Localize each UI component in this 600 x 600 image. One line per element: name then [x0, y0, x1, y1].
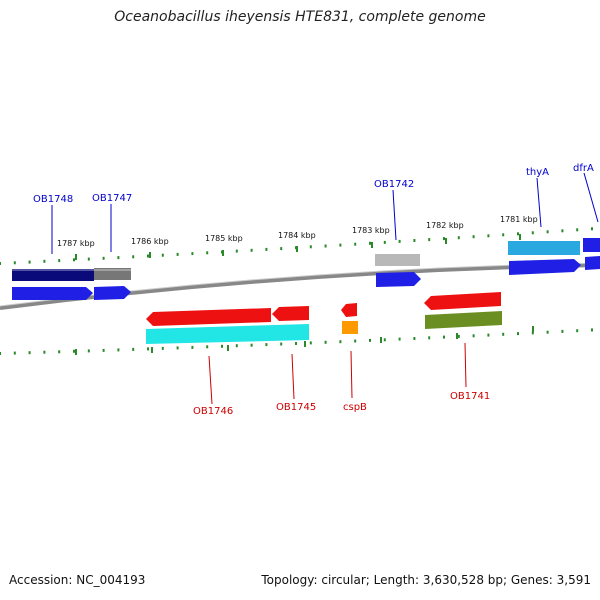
gene-label-cspB[interactable]: cspB [343, 402, 367, 413]
kbp-major-ticks [75, 234, 534, 355]
gene-OB1741-inner[interactable] [425, 311, 502, 329]
gene-label-OB1745[interactable]: OB1745 [276, 402, 316, 413]
gene-OB1742-outer[interactable] [375, 254, 420, 266]
gene-OB1747-outer[interactable] [94, 268, 131, 280]
accession-text: Accession: NC_004193 [9, 573, 146, 587]
gene-label-thyA[interactable]: thyA [526, 167, 549, 178]
gene-OB1746-inner[interactable] [146, 324, 309, 344]
outer-tick-track [0, 227, 593, 265]
gene-OB1745-arrow[interactable] [272, 306, 309, 321]
inner-tick-track [0, 328, 593, 355]
label-leaders [51, 172, 599, 405]
kbp-label: 1787 kbp [57, 239, 95, 248]
gene-thyA-outer[interactable] [508, 241, 580, 255]
kbp-axis-labels: 1787 kbp 1786 kbp 1785 kbp 1784 kbp 1783… [57, 215, 538, 248]
gene-cspB-inner[interactable] [342, 321, 358, 334]
genome-stats-text: Topology: circular; Length: 3,630,528 bp… [261, 573, 591, 587]
gene-OB1748-outer[interactable] [12, 269, 94, 281]
reverse-strand-genes [146, 292, 501, 326]
bottom-gene-labels: OB1746 OB1745 cspB OB1741 [193, 391, 490, 417]
gene-OB1748-arrow[interactable] [12, 287, 93, 300]
gene-label-OB1746[interactable]: OB1746 [193, 406, 233, 417]
gene-OB1742-arrow[interactable] [376, 272, 421, 287]
gene-OB1741-arrow[interactable] [424, 292, 501, 310]
kbp-label: 1785 kbp [205, 234, 243, 243]
gene-cspB-arrow[interactable] [341, 303, 357, 317]
gene-dfrA-arrow[interactable] [585, 256, 600, 270]
kbp-label: 1781 kbp [500, 215, 538, 224]
kbp-label: 1784 kbp [278, 231, 316, 240]
forward-strand-genes [12, 256, 600, 300]
gene-label-OB1741[interactable]: OB1741 [450, 391, 490, 402]
gene-thyA-arrow[interactable] [509, 259, 581, 275]
gene-OB1746-arrow[interactable] [146, 308, 271, 326]
top-gene-labels: OB1748 OB1747 OB1742 thyA dfrA [33, 163, 594, 205]
gene-label-OB1748[interactable]: OB1748 [33, 194, 73, 205]
kbp-label: 1783 kbp [352, 226, 390, 235]
inner-strand-genes [146, 311, 502, 344]
gene-label-OB1747[interactable]: OB1747 [92, 193, 132, 204]
gene-OB1747-arrow[interactable] [94, 286, 131, 300]
kbp-label: 1782 kbp [426, 221, 464, 230]
gene-label-dfrA[interactable]: dfrA [573, 163, 594, 174]
map-title: Oceanobacillus iheyensis HTE831, complet… [114, 9, 486, 25]
gene-dfrA-outer[interactable] [583, 238, 600, 252]
kbp-label: 1786 kbp [131, 237, 169, 246]
gene-label-OB1742[interactable]: OB1742 [374, 179, 414, 190]
outer-strand-genes [12, 238, 600, 281]
